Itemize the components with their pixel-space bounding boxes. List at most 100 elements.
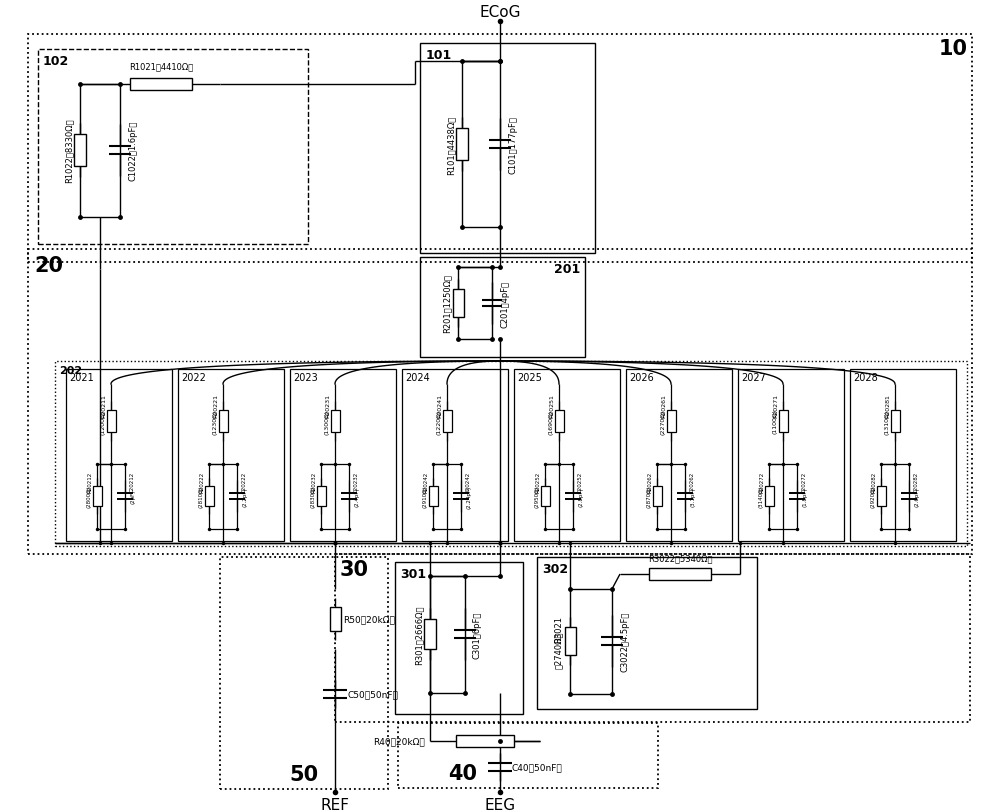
Text: (2920Ω): (2920Ω) xyxy=(871,485,876,508)
Text: (2.8pF): (2.8pF) xyxy=(578,487,583,506)
Text: (3.1pF): (3.1pF) xyxy=(690,487,695,506)
Text: (1230Ω): (1230Ω) xyxy=(213,409,218,434)
Bar xyxy=(738,370,844,541)
Bar xyxy=(107,410,116,432)
Text: R20241: R20241 xyxy=(437,393,442,418)
Text: C20282: C20282 xyxy=(914,471,919,492)
Text: (1.8pF): (1.8pF) xyxy=(802,487,807,506)
Bar xyxy=(649,569,711,581)
Bar xyxy=(891,410,900,432)
Text: 2025: 2025 xyxy=(517,372,542,383)
Bar xyxy=(453,290,464,318)
Text: (1200Ω): (1200Ω) xyxy=(101,409,106,434)
Text: R20242: R20242 xyxy=(423,471,428,492)
Bar xyxy=(317,487,326,506)
Text: (1220Ω): (1220Ω) xyxy=(437,409,442,434)
Text: R101（4438Ω）: R101（4438Ω） xyxy=(446,115,455,174)
Bar xyxy=(877,487,886,506)
Text: (2.6pF): (2.6pF) xyxy=(914,487,919,506)
Text: ECoG: ECoG xyxy=(479,5,521,20)
Text: (2.4pF): (2.4pF) xyxy=(354,487,359,506)
Text: R20271: R20271 xyxy=(773,393,778,418)
Bar xyxy=(66,370,172,541)
Text: (1100Ω): (1100Ω) xyxy=(773,409,778,434)
Text: 20: 20 xyxy=(34,255,63,276)
Text: R20232: R20232 xyxy=(311,471,316,492)
Text: （2740Ω）: （2740Ω） xyxy=(554,630,563,668)
Text: R20252: R20252 xyxy=(535,471,540,492)
Text: R201（1250Ω）: R201（1250Ω） xyxy=(442,274,451,333)
Text: 10: 10 xyxy=(939,39,968,59)
Text: C20242: C20242 xyxy=(466,471,471,492)
Bar xyxy=(429,487,438,506)
Text: R20221: R20221 xyxy=(213,393,218,418)
Text: (2800Ω): (2800Ω) xyxy=(87,485,92,508)
Bar xyxy=(420,44,595,254)
Text: (2810Ω): (2810Ω) xyxy=(199,485,204,508)
Bar xyxy=(443,410,452,432)
Text: R1021（4410Ω）: R1021（4410Ω） xyxy=(129,62,193,71)
Text: (3140Ω): (3140Ω) xyxy=(759,485,764,508)
Text: R20211: R20211 xyxy=(101,393,106,418)
Text: (2950Ω): (2950Ω) xyxy=(535,485,540,508)
Bar xyxy=(850,370,956,541)
Bar xyxy=(93,487,102,506)
Bar xyxy=(130,79,192,91)
Text: C3022（4.5pF）: C3022（4.5pF） xyxy=(620,611,629,672)
Bar xyxy=(398,723,658,788)
Text: (2.2pF): (2.2pF) xyxy=(242,487,247,506)
Bar xyxy=(765,487,774,506)
Bar xyxy=(537,557,757,709)
Text: EEG: EEG xyxy=(484,797,516,811)
Text: C20262: C20262 xyxy=(690,471,695,492)
Text: R20281: R20281 xyxy=(885,393,890,418)
Text: R20272: R20272 xyxy=(759,471,764,492)
Bar xyxy=(335,554,970,722)
Bar xyxy=(205,487,214,506)
Text: R50（20kΩ）: R50（20kΩ） xyxy=(343,615,395,624)
Text: R20282: R20282 xyxy=(871,471,876,492)
Bar xyxy=(74,135,86,167)
Text: (2pF): (2pF) xyxy=(130,489,135,504)
Bar xyxy=(220,557,388,789)
Bar xyxy=(456,129,468,161)
Text: R20251: R20251 xyxy=(549,393,554,418)
Bar xyxy=(514,370,620,541)
Text: C301（6pF）: C301（6pF） xyxy=(473,611,482,658)
Bar xyxy=(55,362,967,547)
Text: 2027: 2027 xyxy=(741,372,766,383)
Bar xyxy=(219,410,228,432)
Bar xyxy=(541,487,550,506)
Text: 202: 202 xyxy=(59,366,82,375)
Bar xyxy=(28,35,972,263)
Text: R3022（5340Ω）: R3022（5340Ω） xyxy=(648,553,712,562)
Bar xyxy=(456,735,514,747)
Bar xyxy=(667,410,676,432)
Text: R20261: R20261 xyxy=(661,393,666,418)
Text: R1022（8330Ω）: R1022（8330Ω） xyxy=(64,118,73,183)
Text: (2870Ω): (2870Ω) xyxy=(647,485,652,508)
Text: (1300Ω): (1300Ω) xyxy=(325,409,330,434)
Bar xyxy=(779,410,788,432)
Text: 201: 201 xyxy=(554,263,580,276)
Text: R20262: R20262 xyxy=(647,471,652,492)
Text: C201（4pF）: C201（4pF） xyxy=(500,280,509,327)
Text: 30: 30 xyxy=(340,560,369,579)
Text: 101: 101 xyxy=(426,49,452,62)
Text: (2.24pF): (2.24pF) xyxy=(466,485,471,508)
Text: (2830Ω): (2830Ω) xyxy=(311,485,316,508)
Text: 2028: 2028 xyxy=(853,372,878,383)
Text: C40（50nF）: C40（50nF） xyxy=(512,762,563,771)
Bar xyxy=(28,250,972,554)
Text: C20212: C20212 xyxy=(130,471,135,492)
Text: (2270Ω): (2270Ω) xyxy=(661,409,666,434)
Text: (1690Ω): (1690Ω) xyxy=(549,409,554,434)
Text: R301（2666Ω）: R301（2666Ω） xyxy=(414,604,423,664)
Text: 301: 301 xyxy=(400,568,426,581)
Text: (2910Ω): (2910Ω) xyxy=(423,485,428,508)
Bar xyxy=(330,607,341,631)
Text: 2022: 2022 xyxy=(181,372,206,383)
Bar xyxy=(626,370,732,541)
Bar xyxy=(395,562,523,714)
Text: C50（50nF）: C50（50nF） xyxy=(347,689,398,698)
